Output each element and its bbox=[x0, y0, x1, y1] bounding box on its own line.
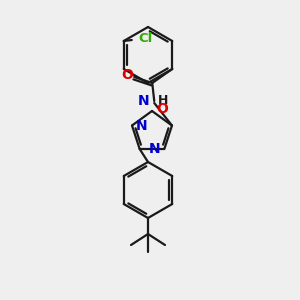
Text: N: N bbox=[138, 94, 149, 108]
Text: O: O bbox=[156, 102, 168, 116]
Text: N: N bbox=[136, 118, 148, 133]
Text: Cl: Cl bbox=[139, 32, 153, 46]
Text: H: H bbox=[158, 94, 169, 107]
Text: N: N bbox=[148, 142, 160, 156]
Text: O: O bbox=[121, 68, 133, 82]
